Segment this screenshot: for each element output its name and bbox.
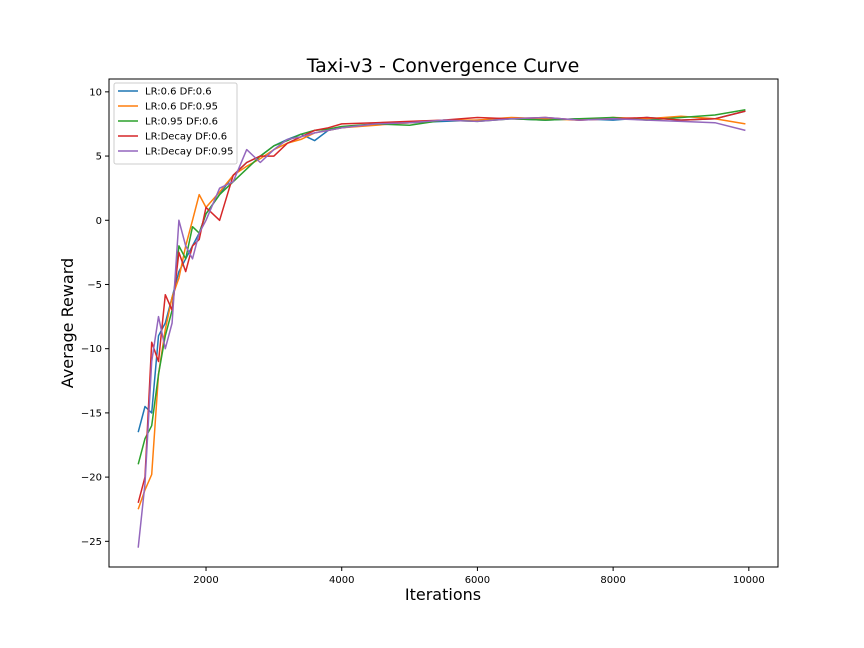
chart-title: Taxi-v3 - Convergence Curve xyxy=(306,55,580,77)
x-tick-label: 2000 xyxy=(193,575,218,586)
series-line-5 xyxy=(137,116,746,548)
y-tick-label: −15 xyxy=(81,408,102,419)
series-line-2 xyxy=(137,115,746,510)
y-tick-label: −5 xyxy=(87,280,102,291)
plot-area xyxy=(137,109,746,548)
legend-label-2: LR:0.6 DF:0.95 xyxy=(145,102,218,113)
series-line-4 xyxy=(137,110,746,503)
x-tick-label: 6000 xyxy=(465,575,490,586)
x-tick-label: 8000 xyxy=(600,575,625,586)
x-tick-label: 4000 xyxy=(329,575,354,586)
y-tick-label: 5 xyxy=(96,152,102,163)
y-tick-label: 10 xyxy=(89,87,102,98)
legend-label-5: LR:Decay DF:0.95 xyxy=(145,147,233,158)
legend-label-4: LR:Decay DF:0.6 xyxy=(145,132,227,143)
y-axis: 10 5 0 −5 −10 −15 −20 −25 xyxy=(81,87,109,548)
legend-box xyxy=(113,82,238,165)
y-tick-label: 0 xyxy=(96,216,102,227)
y-axis-label: Average Reward xyxy=(58,258,77,388)
x-axis-label: Iterations xyxy=(405,585,481,604)
x-tick-label: 10000 xyxy=(733,575,765,586)
legend-label-3: LR:0.95 DF:0.6 xyxy=(145,117,218,128)
y-tick-label: −20 xyxy=(81,473,102,484)
legend-label-1: LR:0.6 DF:0.6 xyxy=(145,87,212,98)
legend: LR:0.6 DF:0.6 LR:0.6 DF:0.95 LR:0.95 DF:0.… xyxy=(113,82,238,165)
y-tick-label: −25 xyxy=(81,537,102,548)
x-axis: 2000 4000 6000 8000 10000 xyxy=(193,567,765,586)
y-tick-label: −10 xyxy=(81,344,102,355)
axes-frame xyxy=(108,78,779,568)
